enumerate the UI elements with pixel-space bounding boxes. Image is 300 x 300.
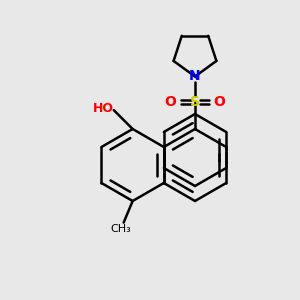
- Text: CH₃: CH₃: [110, 224, 131, 234]
- Text: HO: HO: [93, 102, 114, 115]
- Text: O: O: [164, 95, 176, 109]
- Text: N: N: [189, 70, 201, 83]
- Text: O: O: [214, 95, 226, 109]
- Text: S: S: [190, 95, 200, 109]
